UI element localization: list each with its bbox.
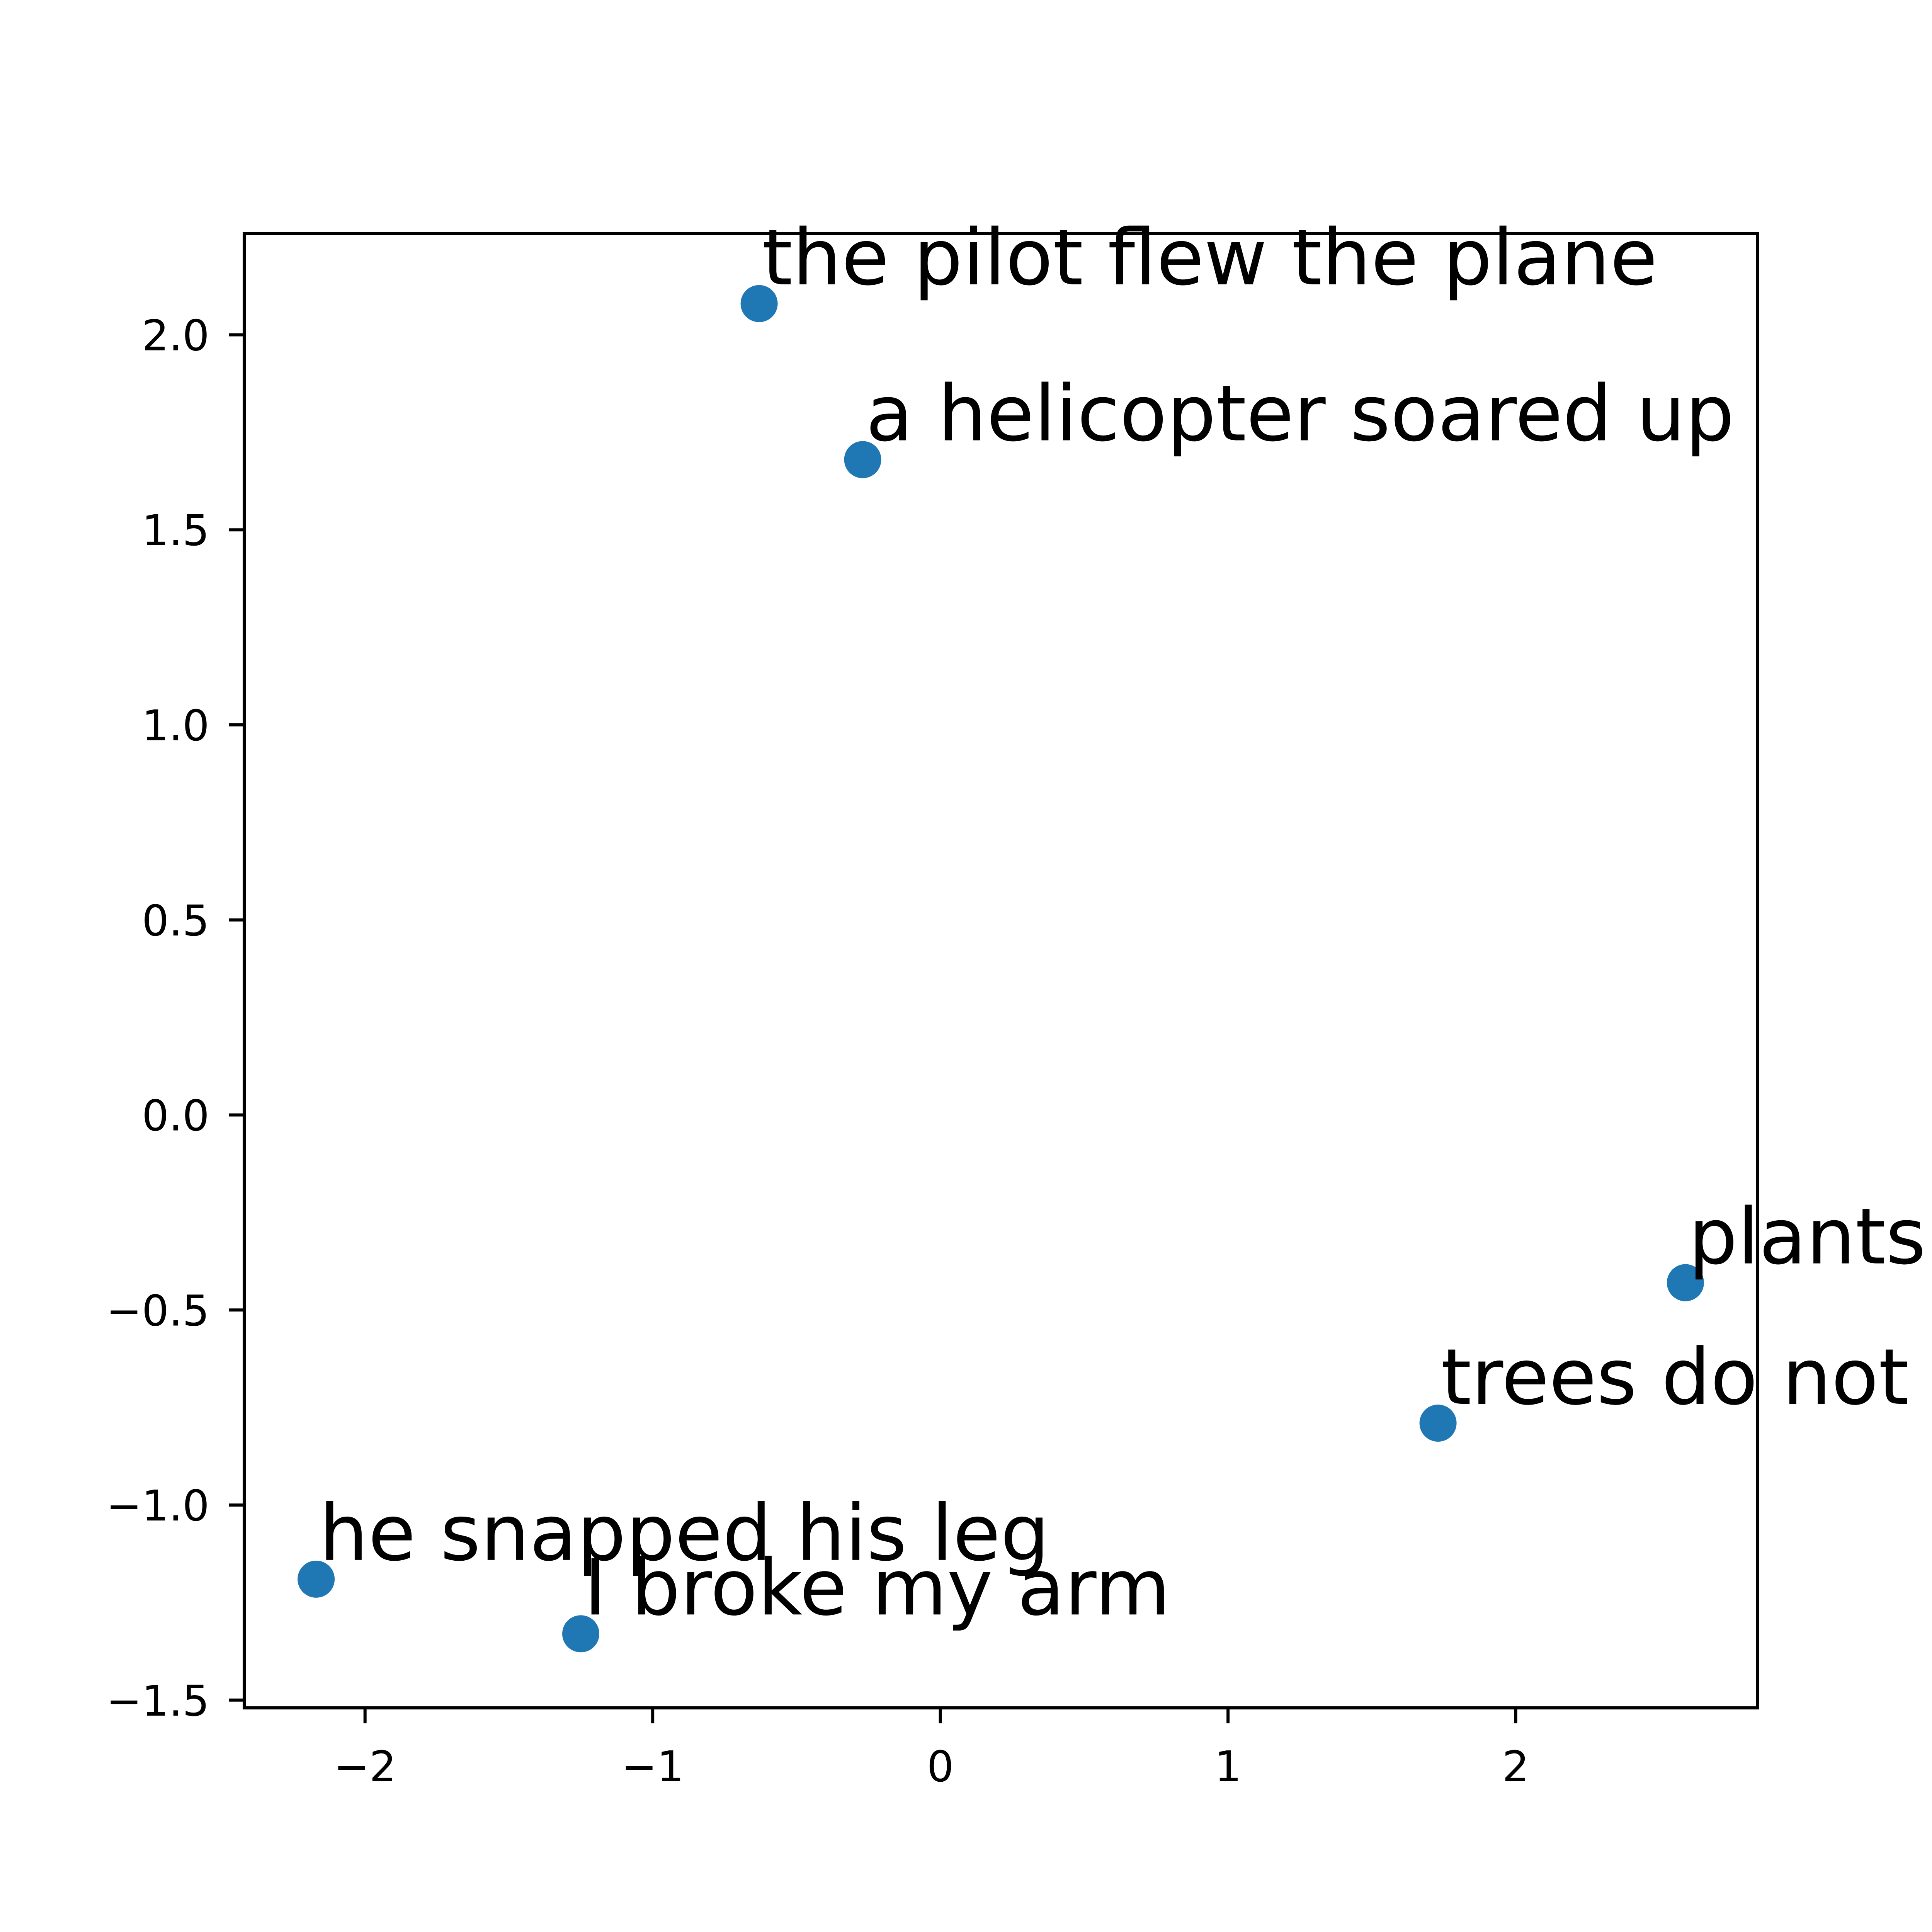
point-label: plants xyxy=(1689,1192,1926,1282)
data-point xyxy=(740,285,778,322)
point-label: I broke my arm xyxy=(584,1543,1170,1633)
y-tick-label: 0.0 xyxy=(142,1091,209,1141)
x-tick-label: −2 xyxy=(334,1742,396,1791)
y-tick-label: −1.0 xyxy=(106,1481,209,1531)
point-label: the pilot flew the plane xyxy=(762,213,1658,303)
y-tick-label: 2.0 xyxy=(142,311,209,360)
data-point xyxy=(562,1615,600,1653)
x-tick-label: 2 xyxy=(1502,1742,1529,1791)
x-tick-label: 0 xyxy=(927,1742,954,1791)
point-label: a helicopter soared up xyxy=(866,369,1735,459)
x-tick-label: 1 xyxy=(1214,1742,1242,1791)
point-label: he snapped his leg xyxy=(319,1488,1049,1578)
plot-frame xyxy=(243,232,1759,1709)
y-tick-label: −1.5 xyxy=(106,1676,209,1726)
axis-ticks: −2 −1 0 1 2 −1.5 −1.0 −0.5 0.0 0.5 1.0 1.5 2.0 xyxy=(106,311,1529,1791)
data-point xyxy=(844,441,881,478)
y-tick-label: 0.5 xyxy=(142,896,209,946)
point-label: trees do not xyxy=(1441,1332,1909,1422)
y-tick-label: 1.5 xyxy=(142,506,209,555)
y-tick-label: −0.5 xyxy=(106,1286,209,1335)
data-point xyxy=(1667,1264,1704,1301)
y-tick-label: 1.0 xyxy=(142,701,209,750)
data-point xyxy=(1419,1405,1457,1442)
data-point xyxy=(298,1560,335,1598)
data-points xyxy=(298,285,1704,1653)
point-labels: the pilot flew the plane a helicopter soa… xyxy=(319,213,1926,1633)
x-tick-label: −1 xyxy=(621,1742,684,1791)
